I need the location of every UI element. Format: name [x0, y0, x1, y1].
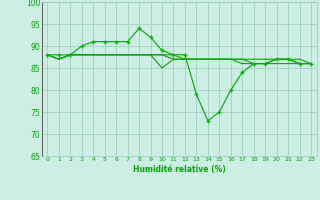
X-axis label: Humidité relative (%): Humidité relative (%) — [133, 165, 226, 174]
